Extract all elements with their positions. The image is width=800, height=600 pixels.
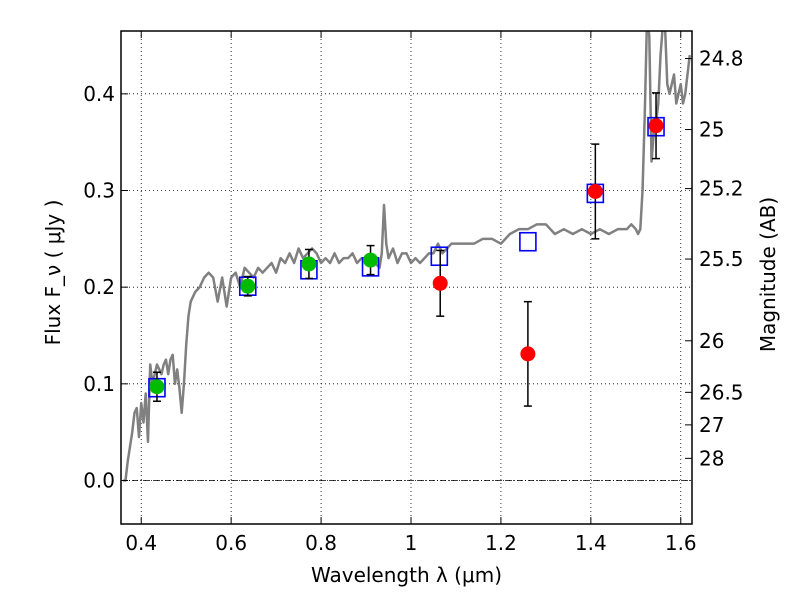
filled-circle-marker: [432, 275, 448, 291]
model-spectrum-line: [123, 31, 691, 482]
x-tick-label: 1.2: [485, 531, 517, 555]
axis-ticks: 0.4 0.6 0.8 1 1.2 1.4 1.6 0.0 0.1 0.2 0.3 0.4 24.8 25…: [83, 31, 744, 555]
x-tick-label: 1: [405, 531, 418, 555]
filled-circle-marker: [520, 346, 536, 362]
open-square-marker: [430, 246, 449, 267]
magnitude-tick-label: 26.5: [699, 380, 744, 404]
x-tick-label: 0.8: [305, 531, 337, 555]
y-axis-label: Flux F_ν ( μJy ): [41, 200, 65, 346]
filled-circle-marker: [240, 278, 256, 294]
filled-circle-marker: [149, 379, 165, 395]
y-tick-label: 0.3: [83, 179, 115, 203]
x-axis-label: Wavelength λ (μm): [311, 563, 502, 587]
x-tick-label: 0.4: [125, 531, 157, 555]
magnitude-tick-label: 28: [699, 446, 724, 470]
plot-area: [123, 31, 691, 482]
filled-circle-marker: [648, 118, 664, 134]
y-tick-label: 0.2: [83, 275, 115, 299]
x-tick-label: 1.6: [665, 531, 697, 555]
filled-circle-marker: [587, 183, 603, 199]
magnitude-tick-label: 25.2: [699, 177, 744, 201]
magnitude-tick-label: 25: [699, 118, 724, 142]
y-tick-label: 0.0: [83, 469, 115, 493]
x-tick-label: 1.4: [575, 531, 607, 555]
magnitude-tick-label: 24.8: [699, 47, 744, 71]
x-tick-label: 0.6: [215, 531, 247, 555]
magnitude-axis-label: Magnitude (AB): [756, 197, 780, 352]
y-tick-label: 0.4: [83, 82, 115, 106]
magnitude-tick-label: 27: [699, 413, 724, 437]
filled-circle-marker: [363, 252, 379, 268]
data-markers: [148, 92, 665, 407]
open-square-marker: [519, 231, 537, 252]
filled-circle-marker: [301, 256, 317, 272]
y-tick-label: 0.1: [83, 372, 115, 396]
magnitude-tick-label: 26: [699, 329, 724, 353]
grid: [121, 31, 692, 524]
plot-frame: [120, 30, 693, 525]
magnitude-tick-label: 25.5: [699, 247, 744, 271]
